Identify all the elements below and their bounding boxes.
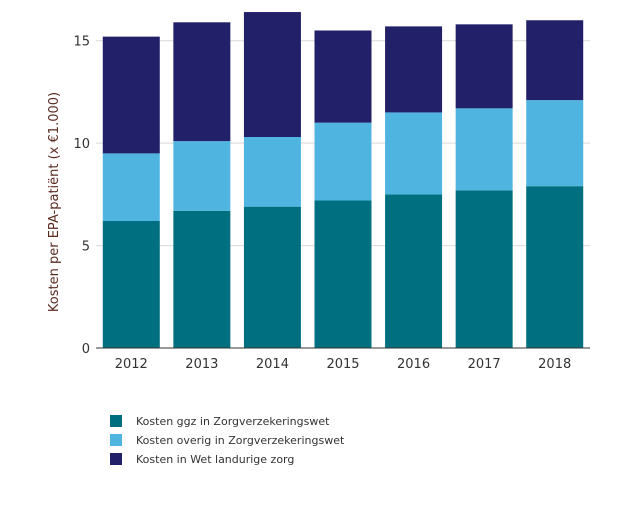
x-tick-label: 2018 bbox=[538, 357, 571, 372]
legend-swatch bbox=[110, 453, 122, 465]
y-tick-label: 0 bbox=[82, 342, 90, 357]
legend-label: Kosten overig in Zorgverzekeringswet bbox=[136, 434, 345, 447]
bar-segment-2013-series-1 bbox=[173, 210, 231, 348]
bar-segment-2013-series-3 bbox=[173, 22, 231, 142]
bar-segment-2016-series-1 bbox=[385, 194, 443, 348]
y-tick-labels: 0 5 10 15 bbox=[73, 35, 90, 357]
y-axis-title: Kosten per EPA-patiënt (x €1.000) bbox=[47, 92, 62, 312]
legend-label: Kosten ggz in Zorgverzekeringswet bbox=[136, 415, 330, 428]
x-tick-label: 2013 bbox=[185, 357, 218, 372]
bar-segment-2016-series-3 bbox=[385, 26, 443, 113]
legend: Kosten ggz in Zorgverzekeringswet Kosten … bbox=[110, 415, 345, 466]
y-tick-label: 15 bbox=[73, 35, 90, 50]
bar-segment-2012-series-2 bbox=[102, 153, 160, 221]
bar-segment-2012-series-1 bbox=[102, 220, 160, 348]
bars bbox=[102, 12, 584, 348]
bar-segment-2018-series-2 bbox=[526, 100, 584, 187]
bar-segment-2018-series-1 bbox=[526, 186, 584, 348]
x-tick-label: 2017 bbox=[468, 357, 501, 372]
y-tick-label: 10 bbox=[73, 137, 90, 152]
bar-segment-2015-series-2 bbox=[314, 122, 372, 201]
x-tick-label: 2014 bbox=[256, 357, 289, 372]
bar-segment-2014-series-1 bbox=[243, 206, 301, 348]
legend-swatch bbox=[110, 434, 122, 446]
bar-segment-2016-series-2 bbox=[385, 112, 443, 195]
legend-swatch bbox=[110, 415, 122, 427]
bar-segment-2018-series-3 bbox=[526, 20, 584, 101]
bar-segment-2015-series-1 bbox=[314, 200, 372, 348]
x-tick-labels: 2012 2013 2014 2015 2016 2017 2018 bbox=[115, 357, 572, 372]
bar-segment-2017-series-2 bbox=[455, 108, 513, 191]
bar-segment-2013-series-2 bbox=[173, 141, 231, 211]
bar-segment-2014-series-2 bbox=[243, 137, 301, 207]
x-tick-label: 2016 bbox=[397, 357, 430, 372]
bar-segment-2017-series-3 bbox=[455, 24, 513, 109]
x-tick-label: 2015 bbox=[326, 357, 359, 372]
y-tick-label: 5 bbox=[82, 240, 90, 255]
bar-segment-2015-series-3 bbox=[314, 30, 372, 123]
legend-label: Kosten in Wet landurige zorg bbox=[136, 453, 294, 466]
x-tick-label: 2012 bbox=[115, 357, 148, 372]
bar-segment-2012-series-3 bbox=[102, 36, 160, 154]
bar-segment-2014-series-3 bbox=[243, 12, 301, 138]
bar-segment-2017-series-1 bbox=[455, 190, 513, 348]
